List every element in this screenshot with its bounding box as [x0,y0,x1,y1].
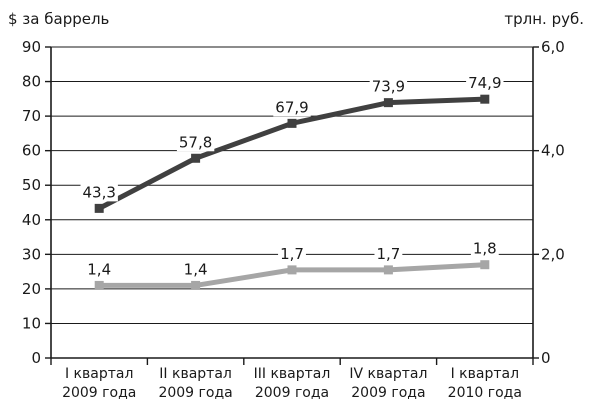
data-label: 1,8 [473,240,497,258]
y-left-tick-label: 10 [22,314,41,332]
labels-layer: 1,4 1,4 1,7 1,7 1,8 43,3 57,8 67,9 73,9 74,9 [80,74,504,279]
data-label: 1,4 [87,260,111,278]
data-point [287,265,297,275]
y-left-tick-label: 0 [31,349,41,367]
y-axis-right-label: трлн. руб. [504,10,584,28]
data-point [94,280,104,290]
data-label-background [470,239,499,258]
data-point [480,94,490,104]
y-left-tick-label: 40 [22,211,41,229]
data-label: 67,9 [275,98,308,116]
x-tick-label: I квартал 2009 года [62,366,136,401]
data-label-background [466,74,504,93]
data-label-background [369,77,408,96]
data-label: 1,7 [376,245,400,263]
y-left-tick-label: 90 [22,38,41,56]
y-left-tick-label: 70 [22,107,41,125]
data-label: 57,8 [179,133,212,151]
y-left-tick-label: 50 [22,176,41,194]
series-layer [94,94,490,290]
data-point [383,265,393,275]
data-point [191,153,201,163]
data-label-background [85,260,114,279]
data-point [191,280,201,290]
x-tick-label: III квартал 2009 года [254,366,331,401]
data-point [287,118,297,128]
y-right-tick-label: 4,0 [541,142,565,160]
data-label-background [181,260,210,279]
axes: 0 10 20 30 40 50 60 70 80 90 0 2,0 4,0 6,0 I квартал 20… [22,38,565,401]
y-right-tick-label: 2,0 [541,245,565,263]
data-point [94,203,104,213]
data-label: 73,9 [372,78,405,96]
data-label-background [278,244,306,263]
y-left-tick-label: 20 [22,280,41,298]
data-label-background [273,98,311,117]
data-label: 1,7 [280,245,304,263]
data-point [480,260,490,270]
x-tick-label: II квартал 2009 года [158,366,232,401]
y-left-tick-label: 80 [22,73,41,91]
data-label: 1,4 [184,260,208,278]
x-tick-label: I квартал 2010 года [448,366,522,401]
data-label-background [374,244,403,263]
grid [51,46,533,324]
data-label-background [80,183,118,202]
y-right-tick-label: 6,0 [541,38,565,56]
data-label-background [176,133,215,152]
data-point [383,98,393,108]
x-tick-label: IV квартал 2009 года [349,366,427,401]
data-label: 43,3 [82,183,115,201]
y-right-tick-label: 0 [541,349,551,367]
y-left-tick-label: 60 [22,142,41,160]
data-label: 74,9 [468,74,501,92]
y-left-tick-label: 30 [22,245,41,263]
y-axis-left-label: $ за баррель [8,10,109,28]
